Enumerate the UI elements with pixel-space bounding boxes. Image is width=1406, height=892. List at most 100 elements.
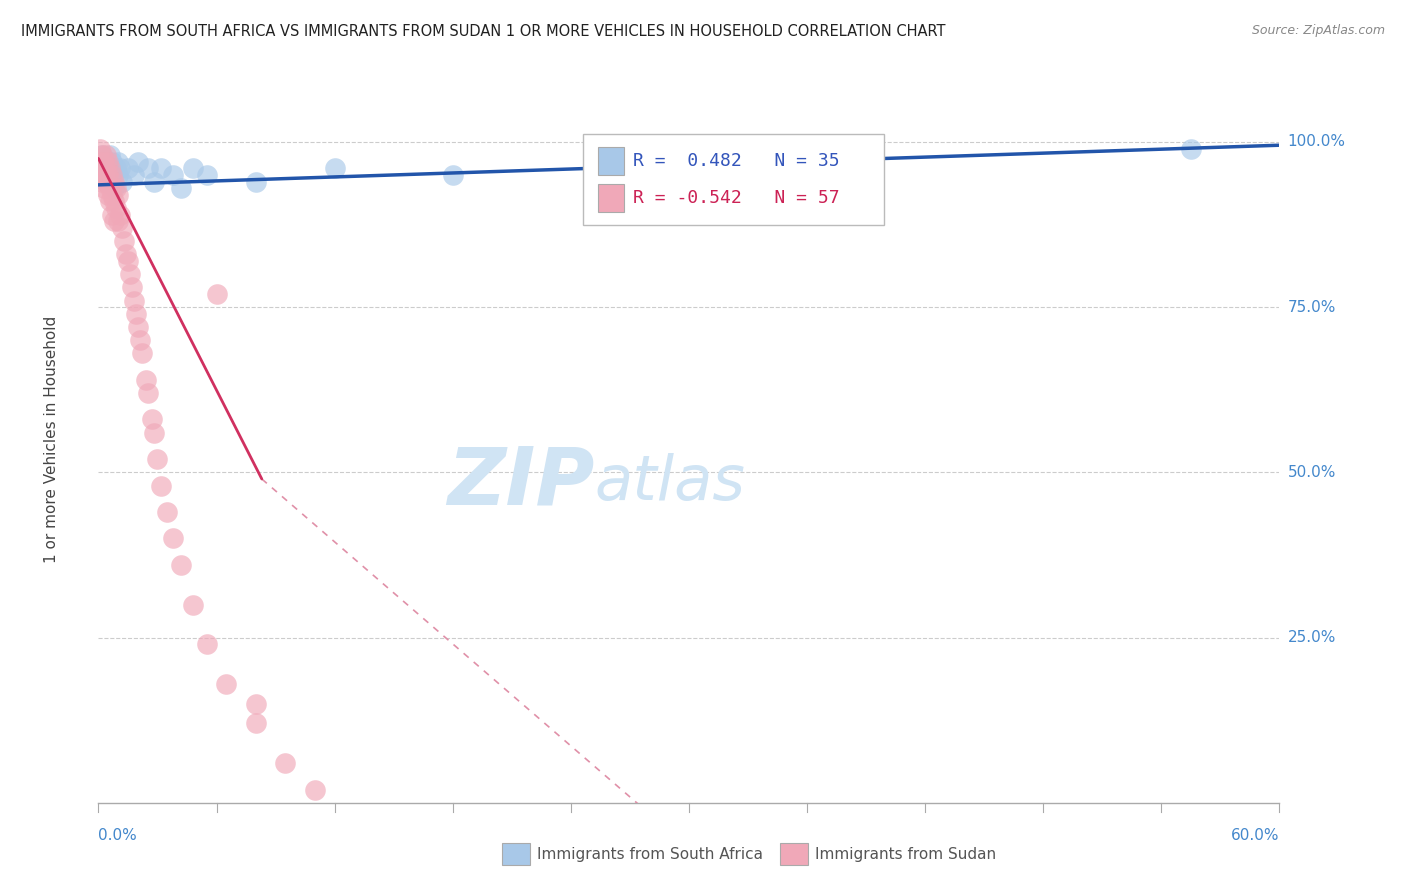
Point — [108, 161, 131, 176]
Text: 60.0%: 60.0% — [1232, 829, 1279, 843]
Text: atlas: atlas — [595, 453, 745, 513]
Point — [162, 168, 184, 182]
Point — [101, 187, 124, 202]
Point — [91, 148, 114, 162]
Point — [136, 161, 159, 176]
Point — [697, 161, 720, 176]
FancyBboxPatch shape — [598, 147, 624, 175]
Point — [105, 181, 128, 195]
Point — [150, 161, 173, 176]
Point — [245, 716, 267, 731]
Point — [127, 320, 149, 334]
FancyBboxPatch shape — [582, 134, 884, 225]
Point — [245, 175, 267, 189]
Point — [103, 214, 125, 228]
Point — [101, 208, 124, 222]
Point — [128, 333, 150, 347]
Point — [122, 168, 145, 182]
Text: R = -0.542   N = 57: R = -0.542 N = 57 — [634, 189, 839, 207]
Point — [274, 756, 297, 771]
Point — [117, 161, 139, 176]
Point — [96, 175, 118, 189]
Point — [105, 201, 128, 215]
Point — [181, 161, 204, 176]
Point — [205, 287, 228, 301]
Text: 0.0%: 0.0% — [98, 829, 138, 843]
Point — [91, 161, 114, 176]
Point — [156, 505, 179, 519]
Text: Source: ZipAtlas.com: Source: ZipAtlas.com — [1251, 24, 1385, 37]
Text: 50.0%: 50.0% — [1288, 465, 1336, 480]
Point — [111, 175, 134, 189]
Bar — [780, 843, 808, 865]
Point — [146, 452, 169, 467]
Point — [122, 293, 145, 308]
Point — [96, 175, 118, 189]
Point — [170, 558, 193, 572]
Point — [107, 214, 129, 228]
Point — [121, 280, 143, 294]
Point — [304, 782, 326, 797]
Point — [98, 181, 121, 195]
FancyBboxPatch shape — [598, 184, 624, 211]
Point — [195, 168, 218, 182]
Point — [97, 168, 120, 182]
Point — [323, 161, 346, 176]
Point — [97, 154, 120, 169]
Point — [108, 208, 131, 222]
Point — [103, 181, 125, 195]
Point — [103, 194, 125, 209]
Point — [181, 598, 204, 612]
Point — [98, 148, 121, 162]
Point — [195, 637, 218, 651]
Point — [162, 532, 184, 546]
Point — [96, 161, 118, 176]
Point — [101, 154, 124, 169]
Point — [93, 168, 115, 182]
Point — [93, 168, 115, 182]
Point — [1180, 142, 1202, 156]
Text: 75.0%: 75.0% — [1288, 300, 1336, 315]
Point — [93, 154, 115, 169]
Point — [112, 234, 135, 248]
Point — [96, 148, 118, 162]
Point — [111, 220, 134, 235]
Point — [103, 168, 125, 182]
Point — [170, 181, 193, 195]
Point — [142, 425, 165, 440]
Point — [107, 168, 129, 182]
Point — [150, 478, 173, 492]
Point — [98, 161, 121, 176]
Point — [97, 154, 120, 169]
Point — [97, 187, 120, 202]
Point — [127, 154, 149, 169]
Point — [215, 677, 238, 691]
Point — [115, 247, 138, 261]
Point — [107, 187, 129, 202]
Point — [105, 161, 128, 176]
Point — [93, 181, 115, 195]
Point — [91, 148, 114, 162]
Point — [135, 373, 157, 387]
Point — [118, 267, 141, 281]
Point — [91, 175, 114, 189]
Point — [89, 154, 111, 169]
Text: 100.0%: 100.0% — [1288, 135, 1346, 149]
Point — [131, 346, 153, 360]
Point — [97, 168, 120, 182]
Point — [245, 697, 267, 711]
Text: 1 or more Vehicles in Household: 1 or more Vehicles in Household — [44, 316, 59, 563]
Point — [98, 161, 121, 176]
Point — [103, 175, 125, 189]
Text: R =  0.482   N = 35: R = 0.482 N = 35 — [634, 152, 839, 170]
Point — [141, 412, 163, 426]
Point — [93, 154, 115, 169]
Text: Immigrants from Sudan: Immigrants from Sudan — [815, 847, 997, 862]
Point — [136, 386, 159, 401]
Text: Immigrants from South Africa: Immigrants from South Africa — [537, 847, 763, 862]
Bar — [502, 843, 530, 865]
Point — [117, 253, 139, 268]
Point — [125, 307, 148, 321]
Point — [91, 161, 114, 176]
Text: IMMIGRANTS FROM SOUTH AFRICA VS IMMIGRANTS FROM SUDAN 1 OR MORE VEHICLES IN HOUS: IMMIGRANTS FROM SOUTH AFRICA VS IMMIGRAN… — [21, 24, 946, 39]
